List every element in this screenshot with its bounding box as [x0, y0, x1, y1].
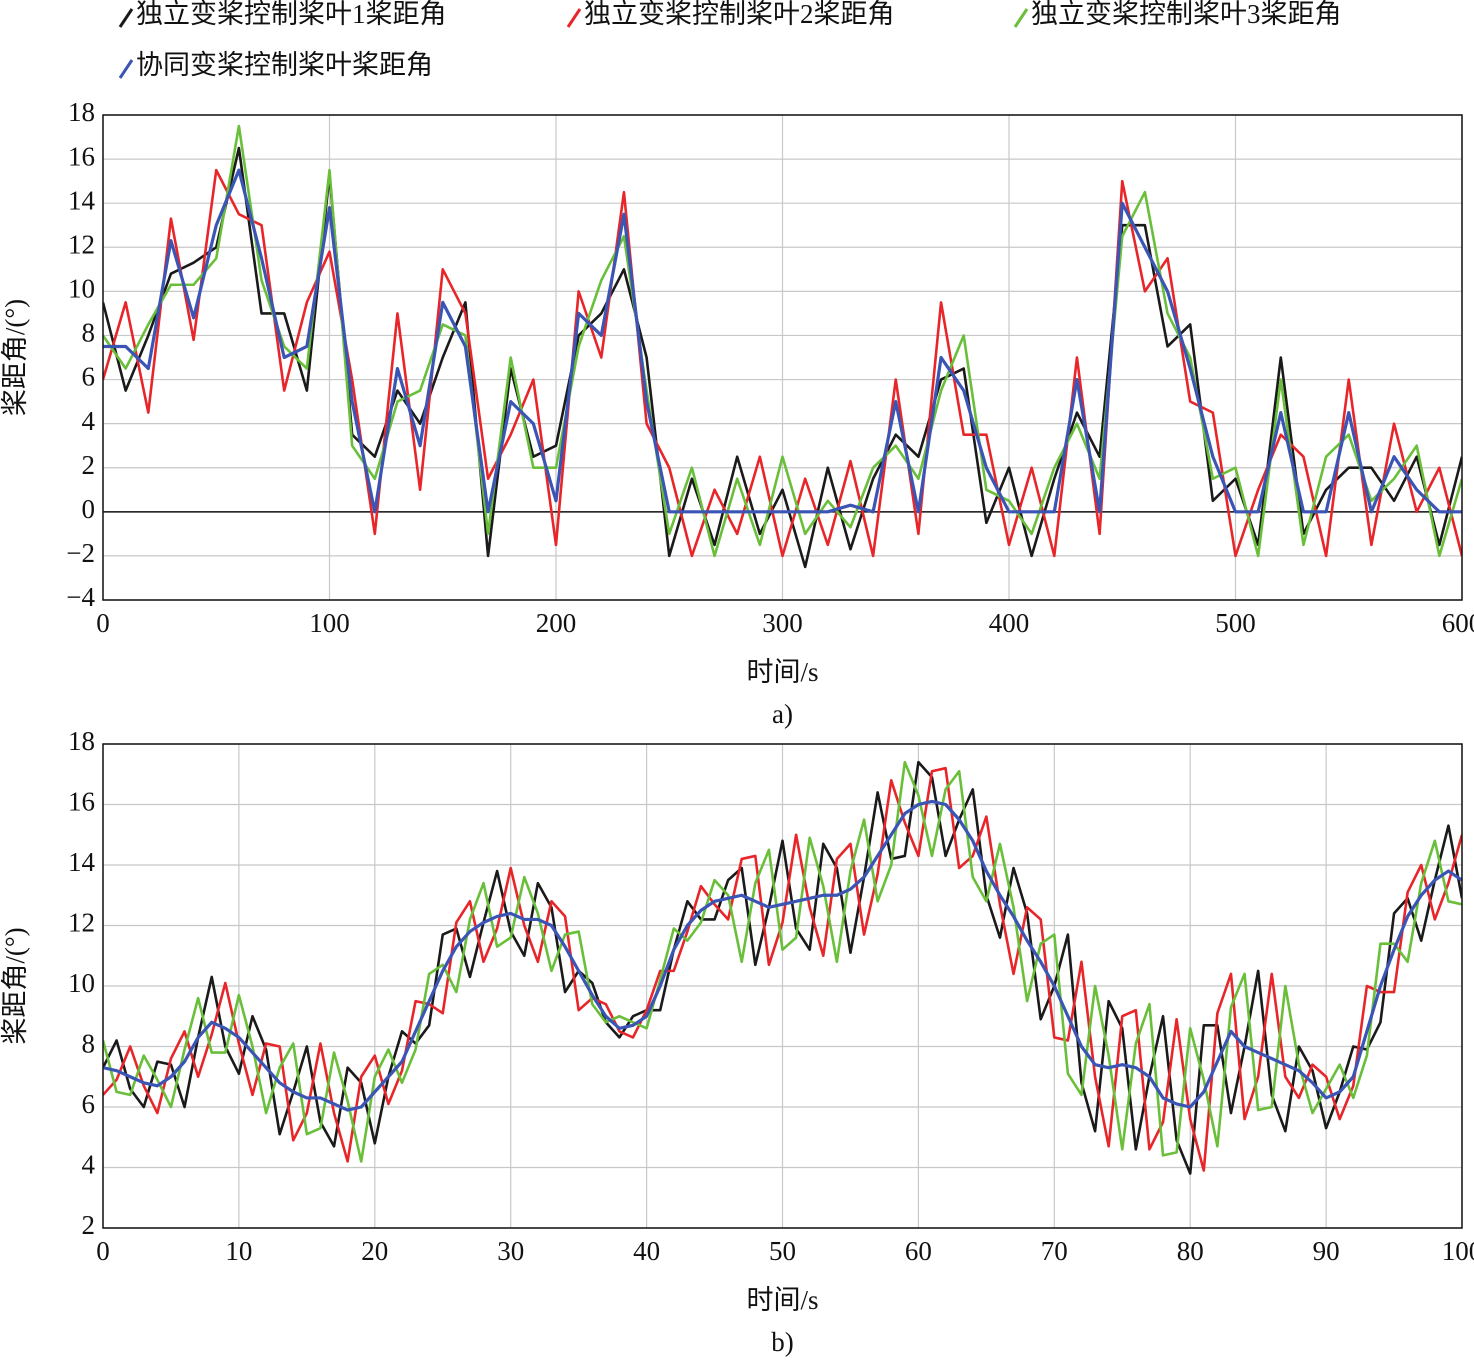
x-tick-label: 600	[1442, 608, 1474, 638]
x-tick-label: 200	[536, 608, 577, 638]
y-tick-label: 14	[68, 185, 96, 215]
plot-frame	[102, 743, 1463, 1229]
legend-swatch	[566, 8, 582, 28]
x-tick-label: 50	[769, 1236, 796, 1266]
y-tick-label: 4	[82, 1150, 96, 1180]
plot-frame	[102, 114, 1463, 601]
series-line	[103, 168, 1462, 514]
y-tick-label: −4	[66, 582, 95, 612]
y-tick-label: 2	[82, 450, 96, 480]
x-tick-label: 0	[96, 608, 110, 638]
y-tick-label: 18	[68, 97, 95, 127]
y-axis-label: 桨距角/(°)	[0, 927, 30, 1044]
y-tick-label: 8	[82, 318, 96, 348]
x-tick-label: 10	[225, 1236, 252, 1266]
x-tick-label: 70	[1041, 1236, 1068, 1266]
x-tick-label: 400	[989, 608, 1030, 638]
y-tick-label: 14	[68, 847, 96, 877]
y-tick-label: 10	[68, 274, 95, 304]
series-line	[103, 168, 1462, 558]
y-tick-label: 12	[68, 229, 95, 259]
series-line	[103, 124, 1462, 558]
series-line	[103, 760, 1462, 1163]
y-tick-label: 10	[68, 968, 95, 998]
x-tick-label: 90	[1313, 1236, 1340, 1266]
caption: b)	[771, 1327, 794, 1357]
y-tick-label: 18	[68, 726, 95, 756]
series-line	[103, 766, 1462, 1172]
x-axis-label: 时间/s	[746, 1285, 818, 1315]
y-tick-label: 6	[82, 1089, 96, 1119]
y-tick-label: 8	[82, 1029, 96, 1059]
y-tick-label: 16	[68, 787, 95, 817]
y-axis-label: 桨距角/(°)	[0, 299, 30, 416]
x-tick-label: 100	[309, 608, 350, 638]
y-tick-label: 0	[82, 494, 96, 524]
y-tick-label: 12	[68, 908, 95, 938]
series-line	[103, 799, 1462, 1112]
legend-swatch	[118, 59, 134, 79]
x-tick-label: 60	[905, 1236, 932, 1266]
x-tick-label: 500	[1215, 608, 1256, 638]
x-tick-label: 30	[497, 1236, 524, 1266]
x-tick-label: 80	[1177, 1236, 1204, 1266]
series-line	[103, 760, 1462, 1175]
x-axis-label: 时间/s	[746, 657, 818, 687]
y-tick-label: −2	[66, 538, 95, 568]
y-tick-label: 6	[82, 362, 96, 392]
y-tick-label: 4	[82, 406, 96, 436]
caption: a)	[772, 699, 793, 729]
x-tick-label: 20	[361, 1236, 388, 1266]
x-tick-label: 300	[762, 608, 803, 638]
legend-label: 独立变桨控制桨叶3桨距角	[1031, 0, 1342, 29]
y-tick-label: 2	[82, 1210, 96, 1240]
legend-label: 独立变桨控制桨叶1桨距角	[136, 0, 447, 29]
legend-label: 独立变桨控制桨叶2桨距角	[584, 0, 895, 29]
legend-label: 协同变桨控制桨叶桨距角	[136, 50, 433, 80]
x-tick-label: 0	[96, 1236, 110, 1266]
legend-swatch	[118, 8, 134, 28]
legend-swatch	[1013, 8, 1029, 28]
y-tick-label: 16	[68, 141, 95, 171]
x-tick-label: 100	[1442, 1236, 1474, 1266]
x-tick-label: 40	[633, 1236, 660, 1266]
